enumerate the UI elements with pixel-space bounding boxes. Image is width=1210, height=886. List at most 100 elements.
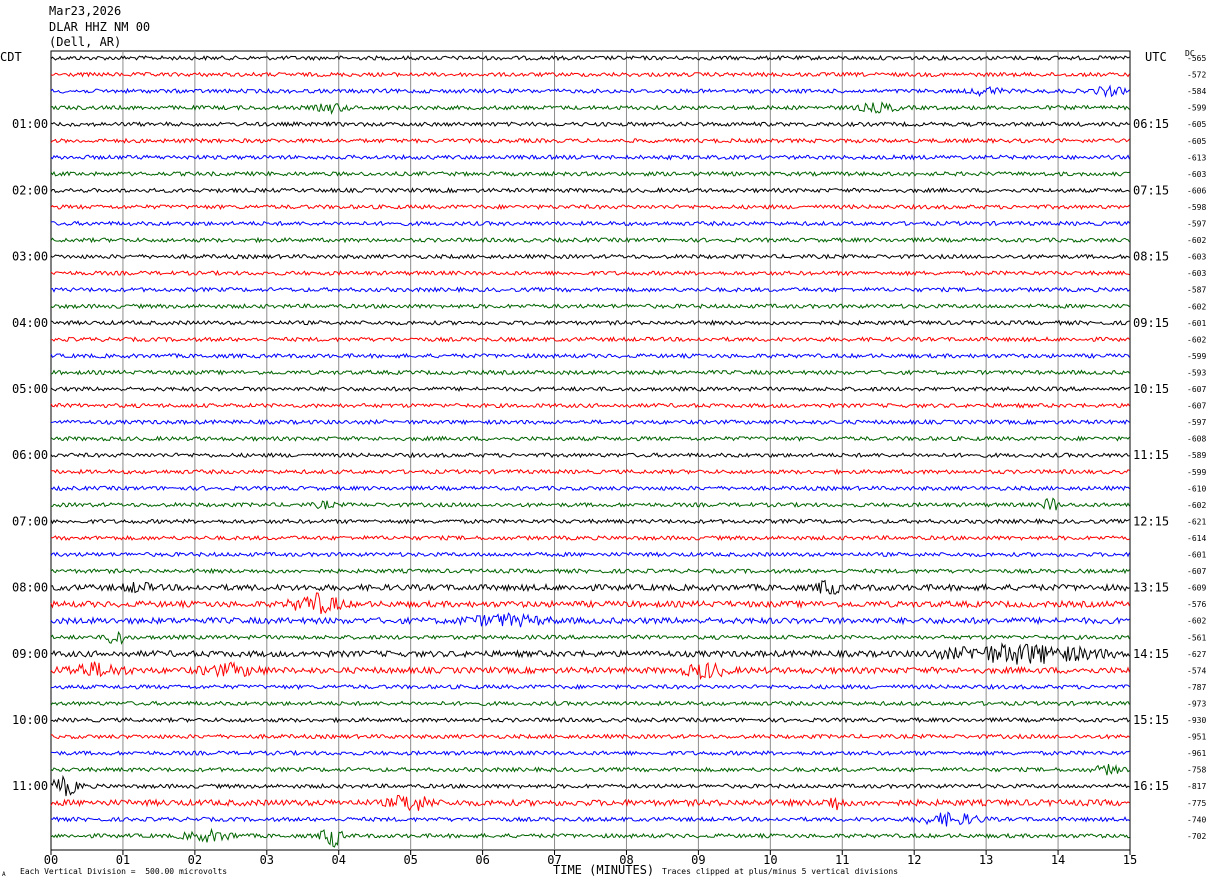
dc-offset-label: -614: [1187, 534, 1206, 543]
left-hour-label: 08:00: [12, 581, 48, 595]
seismic-trace: [50, 303, 1130, 310]
dc-offset-label: -607: [1187, 402, 1206, 411]
dc-offset-label: -961: [1187, 749, 1206, 758]
seismic-trace: [50, 518, 1130, 525]
right-hour-label: 10:15: [1133, 382, 1169, 396]
x-tick-label: 05: [403, 853, 417, 867]
x-tick-label: 06: [475, 853, 489, 867]
dc-offset-label: -593: [1187, 368, 1206, 377]
seismic-trace: [50, 121, 1130, 128]
left-hour-label: 07:00: [12, 514, 48, 528]
dc-offset-label: -603: [1187, 269, 1206, 278]
x-tick-label: 08: [619, 853, 633, 867]
x-tick-label: 11: [835, 853, 849, 867]
seismic-trace: [50, 187, 1130, 194]
dc-offset-label: -606: [1187, 186, 1206, 195]
left-hour-label: 05:00: [12, 382, 48, 396]
station-location: (Dell, AR): [49, 35, 122, 49]
seismic-trace: [50, 170, 1130, 178]
left-hour-label: 06:00: [12, 448, 48, 462]
seismic-trace: [50, 84, 1130, 98]
seismic-trace: [50, 137, 1130, 144]
right-hour-label: 08:15: [1133, 250, 1169, 264]
x-axis-title: TIME (MINUTES): [553, 863, 655, 877]
corner-mark: A: [2, 871, 6, 878]
seismic-trace: [50, 716, 1130, 724]
seismic-trace: [50, 794, 1130, 812]
vertical-division-note: Each Vertical Division = 500.00 microvol…: [20, 867, 228, 876]
dc-offset-label: -930: [1187, 716, 1206, 725]
seismic-trace: [50, 592, 1130, 614]
seismic-trace: [50, 203, 1130, 211]
dc-offset-label: -602: [1187, 236, 1206, 245]
seismic-trace: [50, 579, 1130, 595]
dc-offset-label: -605: [1187, 137, 1206, 146]
left-hour-label: 01:00: [12, 117, 48, 131]
dc-offset-label: -597: [1187, 418, 1206, 427]
dc-offset-label: -601: [1187, 551, 1206, 560]
seismic-trace: [50, 700, 1130, 707]
seismic-trace: [50, 774, 1130, 797]
dc-offset-label: -608: [1187, 435, 1206, 444]
x-tick-label: 12: [907, 853, 921, 867]
seismic-trace: [50, 385, 1130, 393]
right-hour-label: 07:15: [1133, 183, 1169, 197]
left-hour-label: 09:00: [12, 647, 48, 661]
dc-offset-label: -607: [1187, 567, 1206, 576]
dc-offset-label: -740: [1187, 815, 1206, 824]
x-tick-label: 02: [188, 853, 202, 867]
dc-offset-label: -576: [1187, 600, 1206, 609]
dc-offset-label: -610: [1187, 484, 1206, 493]
right-hour-label: 09:15: [1133, 316, 1169, 330]
x-tick-label: 03: [260, 853, 274, 867]
dc-offset-label: -607: [1187, 385, 1206, 394]
dc-offset-label: -602: [1187, 335, 1206, 344]
seismic-trace: [50, 534, 1130, 541]
dc-offset-label: -775: [1187, 799, 1206, 808]
clipping-note: Traces clipped at plus/minus 5 vertical …: [662, 867, 899, 876]
right-hour-label: 06:15: [1133, 117, 1169, 131]
seismic-trace: [50, 683, 1130, 691]
seismic-trace: [51, 336, 1130, 343]
x-tick-label: 09: [691, 853, 705, 867]
dc-offset-label: -599: [1187, 104, 1206, 113]
x-tick-label: 14: [1051, 853, 1065, 867]
seismic-trace: [50, 567, 1130, 575]
dc-offset-label: -605: [1187, 120, 1206, 129]
right-hour-label: 15:15: [1133, 713, 1169, 727]
seismic-trace: [50, 418, 1130, 426]
dc-offset-label: -621: [1187, 517, 1206, 526]
station-id: DLAR HHZ NM 00: [49, 20, 151, 34]
seismic-trace: [50, 733, 1130, 740]
seismic-trace: [50, 352, 1130, 360]
x-tick-label: 13: [979, 853, 993, 867]
x-tick-label: 15: [1123, 853, 1137, 867]
dc-offset-label: -787: [1187, 683, 1206, 692]
left-hour-label: 03:00: [12, 250, 48, 264]
dc-offset-label: -602: [1187, 617, 1206, 626]
dc-offset-label: -602: [1187, 302, 1206, 311]
dc-offset-label: -561: [1187, 633, 1206, 642]
seismic-trace: [50, 402, 1130, 409]
dc-offset-label: -758: [1187, 766, 1206, 775]
left-timezone-label: CDT: [0, 50, 22, 64]
seismic-trace: [50, 236, 1130, 244]
dc-offset-label: -599: [1187, 352, 1206, 361]
seismic-trace: [50, 286, 1130, 294]
seismic-trace: [50, 485, 1130, 492]
seismic-trace: [50, 630, 1130, 645]
right-hour-label: 12:15: [1133, 514, 1169, 528]
seismic-trace: [50, 551, 1130, 558]
dc-offset-label: -951: [1187, 733, 1206, 742]
dc-offset-label: -602: [1187, 501, 1206, 510]
seismic-trace: [50, 369, 1130, 376]
seismic-trace: [50, 253, 1130, 260]
seismic-trace: [50, 811, 1130, 827]
right-timezone-label: UTC: [1145, 50, 1167, 64]
x-tick-label: 07: [547, 853, 561, 867]
left-hour-label: 02:00: [12, 183, 48, 197]
dc-offset-label: -613: [1187, 153, 1206, 162]
dc-offset-label: -584: [1187, 87, 1206, 96]
left-hour-label: 11:00: [12, 779, 48, 793]
